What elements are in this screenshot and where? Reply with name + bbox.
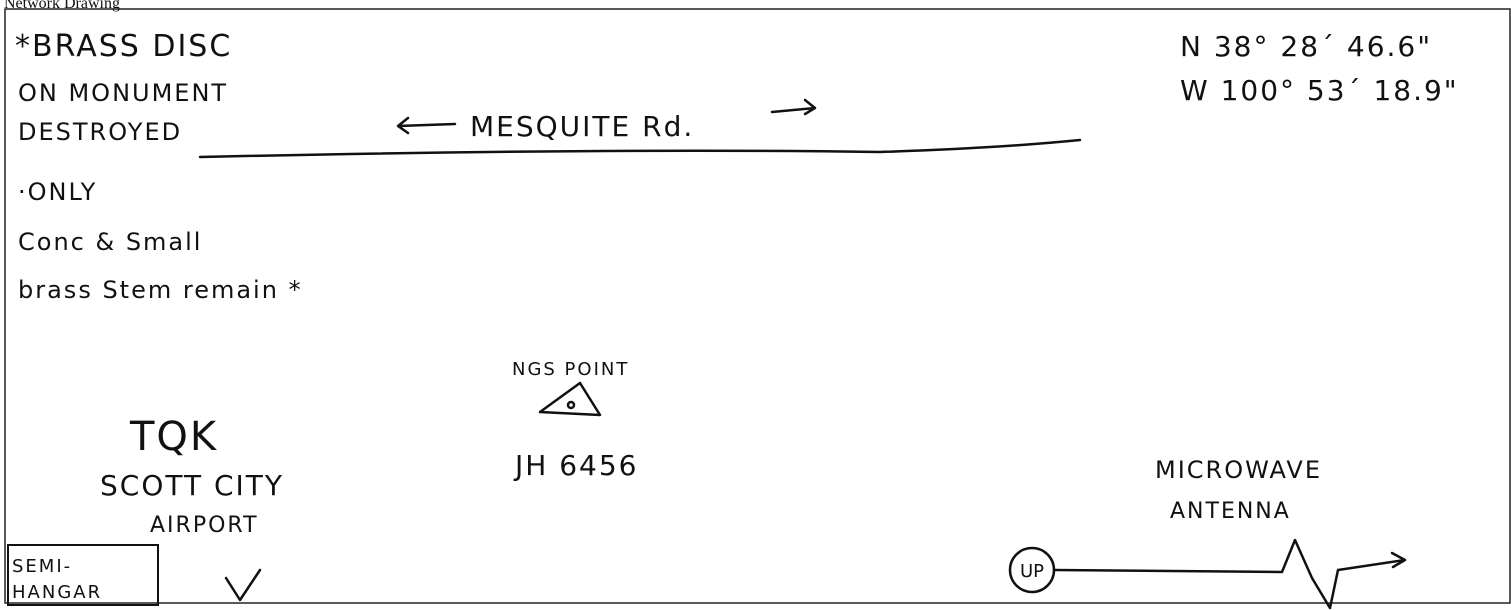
hangar-label: SEMI- [12, 556, 72, 577]
road-label: MESQUITE Rd. [470, 110, 694, 143]
ngs-label: NGS POINT [512, 359, 629, 380]
up-marker: UP [1020, 561, 1044, 582]
arrow-right [772, 100, 815, 114]
note: Conc & Small [18, 228, 202, 256]
antenna-line [1054, 540, 1405, 608]
arrow-down [226, 570, 260, 600]
ngs-dot [568, 402, 574, 408]
hangar-label: HANGAR [12, 582, 102, 603]
antenna-label: ANTENNA [1170, 499, 1291, 524]
note: ON MONUMENT [18, 79, 228, 107]
arrow-left [398, 118, 455, 133]
note: *BRASS DISC [15, 29, 232, 64]
airport-name: AIRPORT [150, 513, 259, 538]
airport-name: SCOTT CITY [100, 469, 284, 502]
note: ·ONLY [18, 178, 97, 206]
network-drawing: Network Drawing *BRASS DISC ON MONUMENT … [0, 0, 1511, 610]
ngs-id: JH 6456 [513, 449, 638, 482]
coordinate: N 38° 28´ 46.6" [1180, 30, 1432, 63]
coordinate: W 100° 53´ 18.9" [1180, 74, 1459, 107]
note: DESTROYED [18, 118, 182, 146]
page: Network Drawing *BRASS DISC ON MONUMENT … [0, 0, 1511, 610]
ngs-triangle [540, 383, 600, 415]
note: brass Stem remain * [18, 276, 303, 304]
header-title: Network Drawing [4, 0, 120, 12]
airport-code: TQK [129, 414, 218, 460]
antenna-label: MICROWAVE [1155, 456, 1322, 484]
